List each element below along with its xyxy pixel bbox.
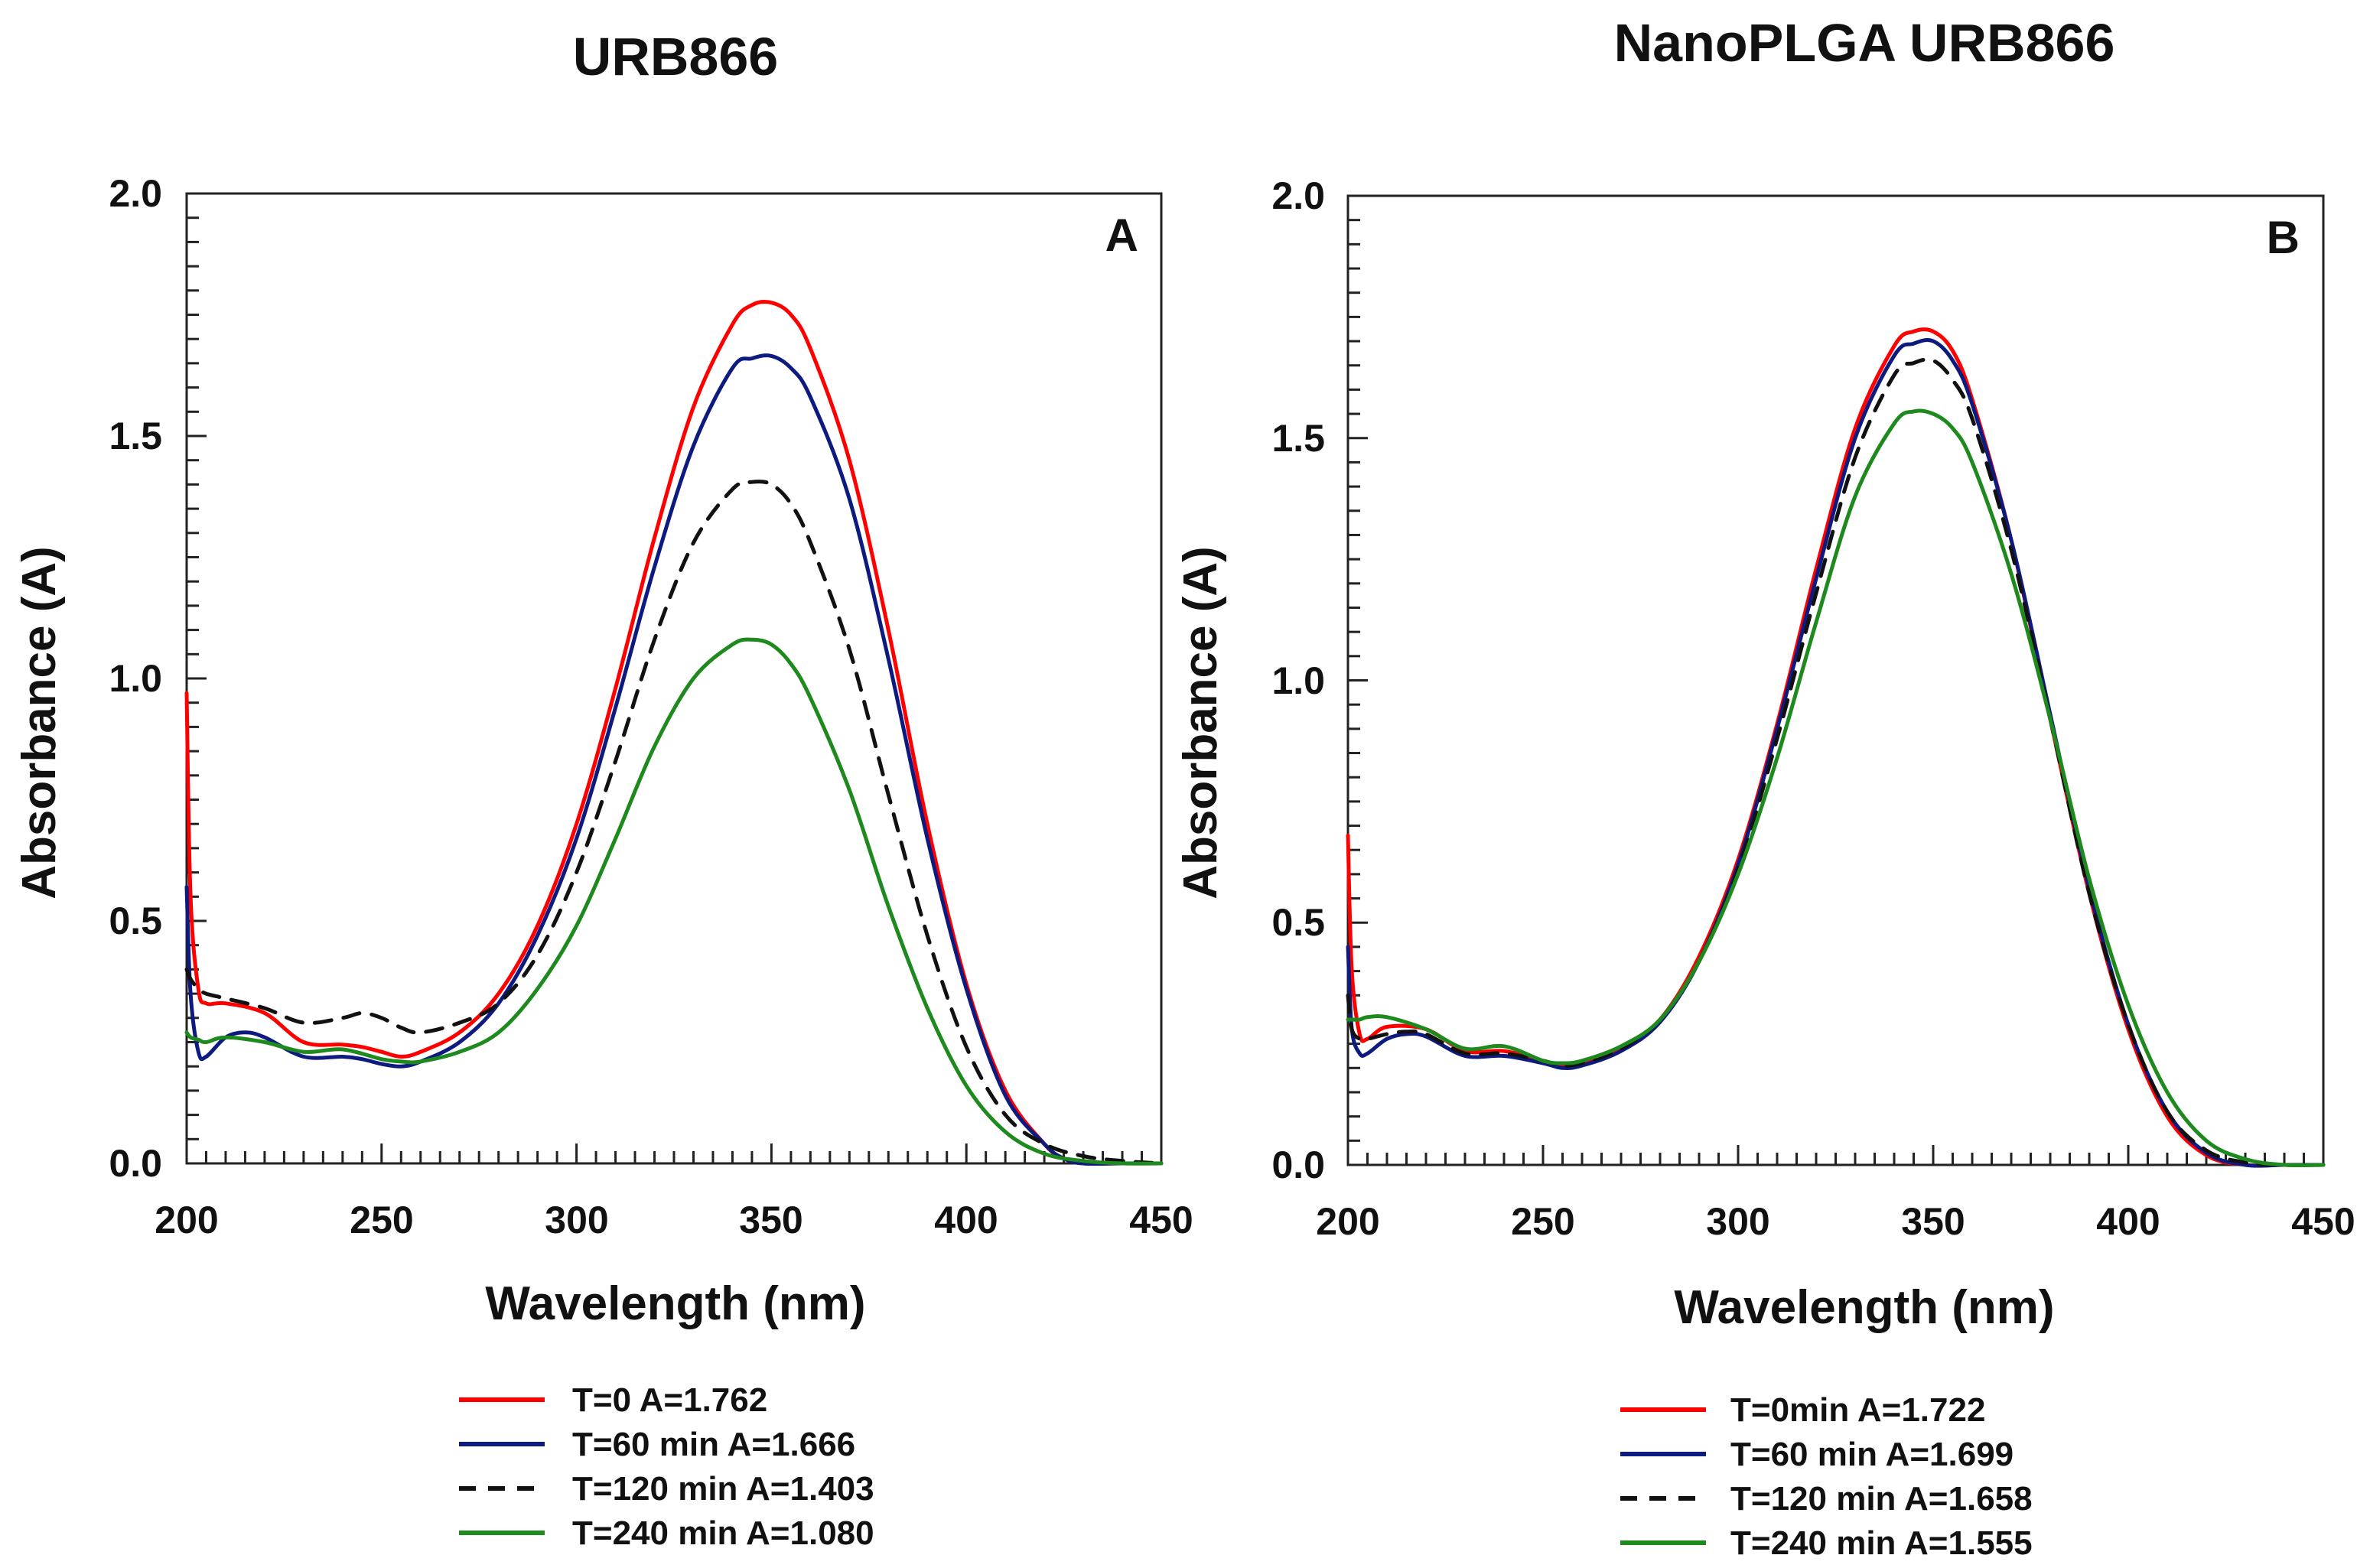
panel-b-x-tick-label: 450 [2291, 1200, 2355, 1243]
legend-label: T=60 min A=1.699 [1730, 1436, 2014, 1473]
panel-b-y-tick-labels: 0.0 0.5 1.0 1.5 2.0 [1271, 174, 1325, 1186]
panel-b-series-line-3 [1346, 408, 2326, 1168]
panel-b: NanoPLGA URB866 Absorbance (A) Wavelengt… [1174, 13, 2355, 1562]
panel-b-series-line-0 [1346, 327, 2326, 1168]
panel-a-y-tick-label: 2.0 [109, 172, 162, 215]
panel-b-y-tick-label: 1.0 [1271, 659, 1325, 702]
panel-a-y-tick-label: 0.0 [109, 1142, 162, 1185]
panel-a-y-tick-label: 1.5 [109, 415, 162, 457]
panel-a-x-tick-label: 450 [1129, 1199, 1193, 1241]
panel-b-y-tick-label: 0.5 [1271, 901, 1325, 944]
panel-b-x-tick-label: 350 [1901, 1200, 1965, 1243]
panel-a-y-tick-label: 1.0 [109, 657, 162, 700]
panel-b-series-line-1 [1346, 338, 2326, 1168]
panel-a-series-line-0 [184, 299, 1164, 1166]
panel-a-x-tick-label: 300 [545, 1199, 608, 1241]
panel-b-y-tick-label: 2.0 [1271, 174, 1325, 217]
panel-a-x-axis-label: Wavelength (nm) [485, 1277, 865, 1330]
panel-b-legend: T=0min A=1.722 T=60 min A=1.699 T=120 mi… [1620, 1391, 2033, 1562]
panel-b-x-tick-label: 300 [1706, 1200, 1769, 1243]
panel-b-x-axis-label: Wavelength (nm) [1674, 1281, 2054, 1334]
panel-a-series-line-1 [184, 353, 1164, 1166]
panel-b-y-axis-label: Absorbance (A) [1174, 546, 1227, 899]
panel-a-x-tick-labels: 200 250 300 350 400 450 [155, 1199, 1193, 1241]
panel-a-series-line-3 [184, 637, 1164, 1166]
panel-b-series [1346, 327, 2326, 1168]
panel-a: URB866 Absorbance (A) Wavelength (nm) A … [13, 27, 1193, 1552]
panel-a-plot-area: A [184, 192, 1164, 1166]
panel-a-y-axis-label: Absorbance (A) [13, 546, 66, 899]
panel-b-x-tick-label: 250 [1511, 1200, 1574, 1243]
panel-a-x-tick-label: 250 [350, 1199, 413, 1241]
panel-b-x-tick-label: 200 [1316, 1200, 1379, 1243]
panel-b-tag: B [2267, 212, 2300, 263]
legend-label: T=240 min A=1.555 [1730, 1524, 2033, 1562]
panel-a-tag: A [1105, 210, 1138, 261]
legend-label: T=60 min A=1.666 [572, 1426, 855, 1463]
legend-label: T=0 A=1.762 [572, 1381, 767, 1419]
panel-b-plot-area: B [1346, 194, 2326, 1168]
panel-b-y-tick-label: 0.0 [1271, 1143, 1325, 1186]
panel-a-y-tick-labels: 0.0 0.5 1.0 1.5 2.0 [109, 172, 162, 1185]
panel-a-series-line-2 [184, 480, 1164, 1166]
panel-a-frame [185, 192, 1163, 1165]
panel-a-title: URB866 [573, 27, 778, 86]
panel-b-series-line-2 [1346, 357, 2326, 1167]
panel-a-series [184, 299, 1164, 1166]
panel-a-x-tick-label: 350 [739, 1199, 802, 1241]
panel-a-x-tick-label: 400 [934, 1199, 998, 1241]
legend-label: T=0min A=1.722 [1730, 1391, 1985, 1429]
panel-b-ticks [1346, 194, 2325, 1166]
panel-a-y-tick-label: 0.5 [109, 899, 162, 942]
legend-label: T=240 min A=1.080 [572, 1514, 874, 1552]
panel-b-x-tick-labels: 200 250 300 350 400 450 [1316, 1200, 2355, 1243]
panel-a-ticks [185, 192, 1163, 1165]
panel-b-y-tick-label: 1.5 [1271, 417, 1325, 460]
legend-label: T=120 min A=1.403 [572, 1470, 874, 1508]
panel-a-x-tick-label: 200 [155, 1199, 218, 1241]
panel-b-frame [1346, 194, 2325, 1166]
panel-b-title: NanoPLGA URB866 [1614, 13, 2115, 73]
panel-a-legend: T=0 A=1.762 T=60 min A=1.666 T=120 min A… [459, 1381, 874, 1552]
panel-b-x-tick-label: 400 [2096, 1200, 2160, 1243]
legend-label: T=120 min A=1.658 [1730, 1480, 2033, 1518]
